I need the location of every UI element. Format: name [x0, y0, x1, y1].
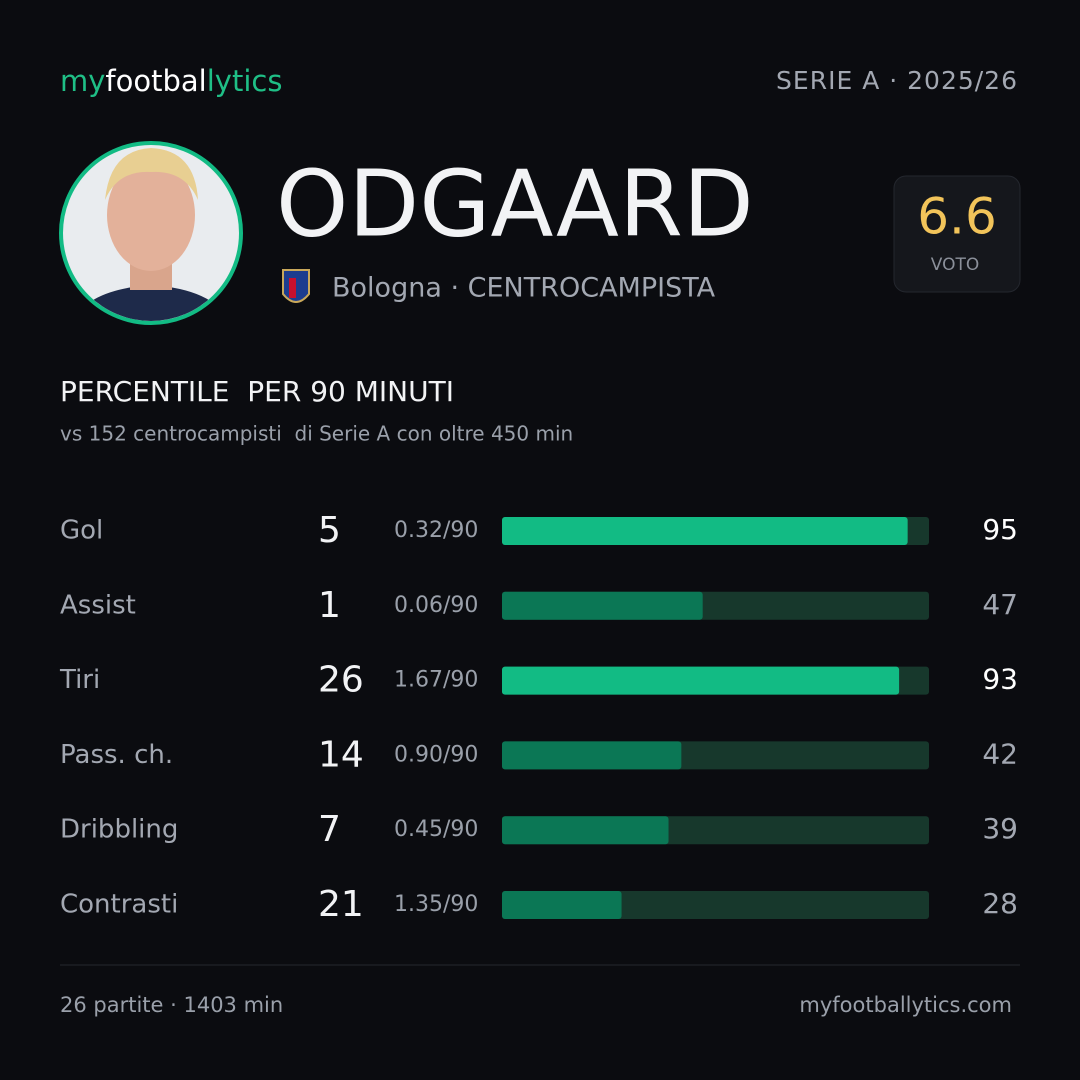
bar [502, 517, 908, 545]
brand: myfootballytics [60, 64, 282, 98]
stat-label: Tiri [59, 665, 100, 695]
stat-per90: 0.90/90 [394, 742, 478, 767]
stat-per90: 0.45/90 [394, 817, 478, 842]
stat-total: 5 [318, 510, 341, 551]
stat-label: Gol [60, 516, 103, 546]
section-subtitle: vs 152 centrocampisti di Serie A con olt… [60, 422, 573, 446]
stat-per90: 1.35/90 [394, 892, 478, 917]
bar [502, 741, 682, 770]
section-title: PERCENTILE PER 90 MINUTI [60, 375, 454, 408]
rating-box [893, 175, 1021, 293]
brand-part: lytics [207, 64, 283, 98]
brand-part: my [60, 64, 105, 98]
bar [502, 891, 622, 919]
team-crest [282, 269, 310, 303]
footer-left: 26 partite · 1403 min [60, 993, 283, 1017]
player-info: Bologna · CENTROCAMPISTA [332, 273, 716, 304]
stat-label: Contrasti [60, 890, 178, 920]
stat-total: 21 [318, 884, 364, 925]
footer-right: myfootballytics.com [799, 993, 1012, 1017]
rating-label: VOTO [931, 255, 979, 275]
rating: 6.6 [917, 188, 997, 246]
avatar [59, 141, 243, 325]
stat-label: Pass. ch. [60, 740, 173, 770]
bar [502, 666, 900, 695]
stat-total: 7 [318, 809, 341, 850]
stat-total: 26 [318, 660, 364, 701]
bar [502, 816, 669, 845]
stat-per90: 0.06/90 [394, 593, 478, 618]
percentile: 95 [982, 513, 1018, 546]
stat-total: 14 [318, 734, 364, 775]
percentile: 28 [982, 887, 1018, 920]
stat-label: Dribbling [60, 815, 178, 845]
percentile: 93 [982, 663, 1018, 696]
brand-part: footbal [105, 64, 206, 98]
stat-total: 1 [318, 585, 341, 626]
percentile: 39 [982, 812, 1018, 845]
league: SERIE A · 2025/26 [776, 66, 1018, 95]
player-name: ODGAARD [276, 150, 754, 257]
stat-per90: 0.32/90 [394, 518, 478, 543]
stat-label: Assist [60, 590, 136, 620]
stat-per90: 1.67/90 [394, 668, 478, 693]
bar [502, 591, 703, 620]
percentile: 47 [982, 588, 1018, 621]
percentile: 42 [982, 737, 1018, 770]
